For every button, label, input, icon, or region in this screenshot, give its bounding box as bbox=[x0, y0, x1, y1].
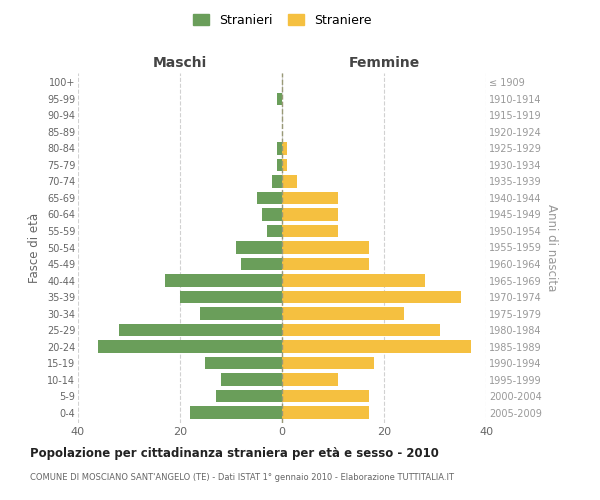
Bar bbox=[277, 159, 282, 171]
Bar bbox=[282, 208, 338, 220]
Text: COMUNE DI MOSCIANO SANT'ANGELO (TE) - Dati ISTAT 1° gennaio 2010 - Elaborazione : COMUNE DI MOSCIANO SANT'ANGELO (TE) - Da… bbox=[30, 472, 454, 482]
Bar bbox=[282, 291, 461, 303]
Bar bbox=[282, 406, 369, 419]
Bar bbox=[216, 390, 282, 402]
Bar bbox=[236, 242, 282, 254]
Bar bbox=[282, 308, 404, 320]
Bar bbox=[282, 176, 298, 188]
Bar bbox=[241, 258, 282, 270]
Text: Femmine: Femmine bbox=[349, 56, 419, 70]
Bar bbox=[282, 324, 440, 336]
Bar bbox=[282, 242, 369, 254]
Bar bbox=[282, 258, 369, 270]
Bar bbox=[262, 208, 282, 220]
Bar bbox=[206, 357, 282, 370]
Bar bbox=[282, 374, 338, 386]
Bar bbox=[282, 192, 338, 204]
Bar bbox=[267, 225, 282, 237]
Bar bbox=[277, 142, 282, 154]
Bar bbox=[282, 225, 338, 237]
Bar bbox=[272, 176, 282, 188]
Text: Popolazione per cittadinanza straniera per età e sesso - 2010: Popolazione per cittadinanza straniera p… bbox=[30, 448, 439, 460]
Bar bbox=[282, 159, 287, 171]
Y-axis label: Anni di nascita: Anni di nascita bbox=[545, 204, 559, 291]
Bar bbox=[282, 357, 374, 370]
Bar bbox=[119, 324, 282, 336]
Bar bbox=[190, 406, 282, 419]
Bar bbox=[98, 340, 282, 352]
Bar bbox=[282, 340, 471, 352]
Bar bbox=[282, 142, 287, 154]
Bar bbox=[282, 390, 369, 402]
Legend: Stranieri, Straniere: Stranieri, Straniere bbox=[188, 8, 376, 32]
Bar bbox=[257, 192, 282, 204]
Bar bbox=[164, 274, 282, 286]
Bar bbox=[277, 92, 282, 105]
Bar bbox=[200, 308, 282, 320]
Text: Maschi: Maschi bbox=[153, 56, 207, 70]
Bar bbox=[282, 274, 425, 286]
Bar bbox=[180, 291, 282, 303]
Y-axis label: Fasce di età: Fasce di età bbox=[28, 212, 41, 282]
Bar bbox=[221, 374, 282, 386]
